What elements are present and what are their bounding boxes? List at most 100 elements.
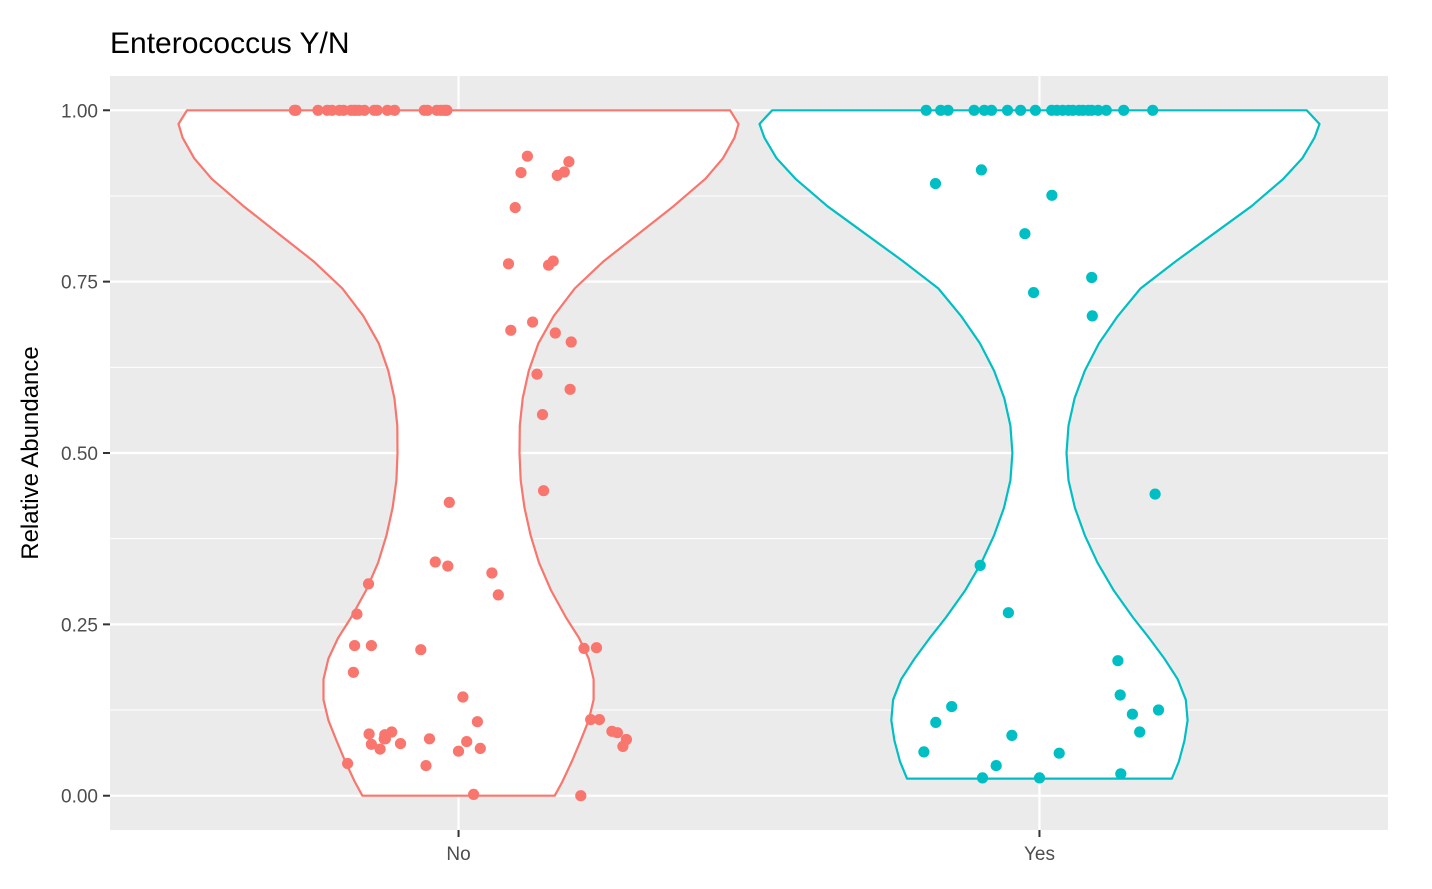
data-point-yes: [1118, 104, 1130, 116]
data-point-yes: [1015, 104, 1027, 116]
violin-no: [177, 109, 740, 797]
data-point-no: [439, 104, 452, 116]
data-point-yes: [1028, 287, 1040, 299]
data-point-no: [585, 714, 597, 726]
data-point-no: [386, 726, 398, 738]
data-point-yes: [1086, 271, 1098, 284]
data-point-no: [531, 368, 543, 380]
data-point-yes: [1086, 310, 1098, 322]
data-point-no: [593, 714, 606, 726]
data-point-yes: [929, 178, 942, 190]
data-point-no: [442, 560, 454, 572]
data-point-no: [312, 104, 324, 116]
data-point-yes: [1006, 729, 1018, 742]
data-point-yes: [1092, 104, 1104, 116]
data-point-no: [368, 104, 380, 116]
data-point-yes: [1126, 708, 1138, 720]
data-point-no: [547, 255, 559, 267]
data-point-yes: [976, 772, 989, 784]
data-point-no: [502, 258, 515, 270]
data-point-no: [429, 556, 441, 568]
data-point-yes: [942, 104, 954, 116]
data-point-no: [288, 104, 300, 116]
data-point-yes: [1134, 726, 1146, 738]
data-point-no: [362, 578, 375, 590]
data-point-no: [515, 167, 527, 179]
data-point-no: [578, 642, 590, 655]
data-point-no: [452, 745, 465, 757]
data-point-no: [421, 104, 434, 116]
data-point-no: [457, 691, 469, 703]
violin-yes: [758, 109, 1321, 780]
data-point-no: [461, 736, 473, 748]
y-axis: 0.00 0.25 0.50 0.75 1.00: [61, 101, 110, 808]
data-point-yes: [1002, 607, 1015, 619]
data-point-no: [431, 104, 443, 116]
data-point-no: [549, 327, 561, 339]
data-point-no: [420, 760, 432, 772]
y-axis-title: Relative Abundance: [17, 346, 44, 560]
data-point-yes: [930, 716, 942, 729]
data-point-yes: [1019, 228, 1031, 240]
data-point-no: [363, 728, 375, 740]
data-point-yes: [1001, 104, 1014, 116]
data-point-no: [565, 336, 577, 348]
y-tick-label: 0.75: [61, 273, 98, 294]
data-point-no: [349, 640, 361, 652]
x-axis: No Yes: [446, 830, 1055, 865]
data-point-yes: [974, 559, 986, 572]
data-point-no: [365, 738, 377, 750]
y-tick-label: 0.00: [61, 787, 98, 808]
data-point-no: [381, 104, 393, 116]
points: [288, 104, 1165, 802]
data-point-yes: [1100, 104, 1112, 116]
data-point-no: [620, 733, 633, 746]
chart-title: Enterococcus Y/N: [110, 27, 350, 60]
data-point-no: [527, 316, 539, 328]
data-point-no: [505, 324, 517, 336]
data-point-no: [342, 757, 354, 770]
x-tick-label: Yes: [1024, 844, 1055, 865]
data-point-yes: [1149, 488, 1161, 500]
data-point-no: [536, 409, 549, 421]
data-point-no: [590, 642, 603, 654]
data-point-yes: [985, 104, 998, 116]
data-point-yes: [918, 746, 930, 758]
data-point-no: [374, 743, 386, 755]
data-point-yes: [1112, 655, 1124, 667]
data-point-yes: [975, 164, 988, 176]
data-point-no: [471, 716, 483, 728]
data-point-no: [347, 666, 359, 678]
data-point-no: [521, 150, 534, 162]
data-point-yes: [990, 760, 1002, 772]
data-point-no: [575, 790, 587, 802]
data-point-no: [443, 496, 455, 508]
data-point-no: [558, 166, 570, 178]
y-tick-label: 0.25: [61, 615, 98, 636]
data-point-yes: [968, 104, 980, 116]
data-point-no: [492, 589, 504, 601]
data-point-no: [394, 738, 407, 750]
data-point-no: [538, 485, 550, 497]
data-point-no: [468, 788, 480, 801]
data-point-no: [423, 733, 436, 745]
data-point-yes: [1114, 689, 1126, 701]
data-point-no: [365, 640, 377, 652]
data-point-no: [611, 727, 624, 739]
data-point-no: [321, 104, 333, 116]
violins: [177, 109, 1321, 797]
data-point-no: [474, 742, 486, 755]
data-point-no: [486, 567, 498, 579]
y-tick-label: 1.00: [61, 101, 98, 122]
data-point-yes: [1115, 768, 1127, 780]
data-point-no: [564, 383, 576, 395]
data-point-no: [415, 644, 427, 656]
data-point-yes: [946, 701, 958, 713]
x-tick-label: No: [446, 844, 470, 865]
data-point-no: [563, 156, 575, 168]
data-point-yes: [1029, 104, 1041, 116]
data-point-yes: [920, 104, 932, 116]
y-tick-label: 0.50: [61, 444, 98, 465]
